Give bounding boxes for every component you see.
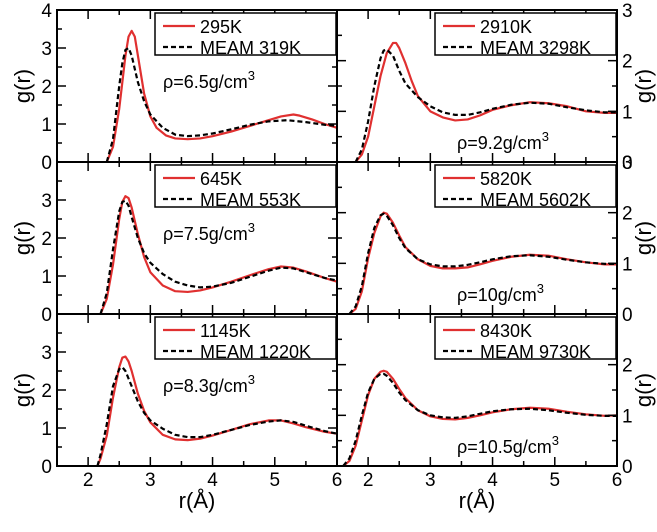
y-tick-label: 1	[622, 254, 633, 275]
y-tick-label: 0	[41, 153, 52, 174]
x-axis-label: r(Å)	[179, 488, 216, 513]
meam-curve	[96, 366, 337, 466]
density-annotation: ρ=10.5g/cm3	[457, 433, 559, 457]
x-tick-label: 3	[425, 470, 436, 491]
y-axis-label: g(r)	[10, 221, 35, 255]
y-tick-label: 3	[41, 191, 52, 212]
y-axis-label: g(r)	[631, 373, 656, 407]
y-tick-label: 0	[622, 305, 633, 326]
meam-curve	[354, 48, 617, 162]
legend-label: MEAM 553K	[200, 190, 301, 210]
y-tick-label: 1	[41, 115, 52, 136]
y-axis-label: g(r)	[10, 69, 35, 103]
y-tick-label: 1	[622, 406, 633, 427]
legend-box	[154, 12, 337, 56]
y-tick-label: 2	[41, 381, 52, 402]
legend-label: 1145K	[200, 321, 251, 341]
y-tick-label: 3	[41, 39, 52, 60]
y-axis-label: g(r)	[631, 221, 656, 255]
density-annotation: ρ=9.2g/cm3	[457, 129, 549, 153]
y-tick-label: 4	[41, 1, 52, 22]
x-tick-label: 4	[487, 470, 498, 491]
legend-box	[434, 12, 617, 56]
x-axis-label: r(Å)	[459, 488, 496, 513]
legend-label: MEAM 5602K	[480, 190, 591, 210]
y-tick-label: 1	[41, 267, 52, 288]
y-tick-label: 2	[41, 77, 52, 98]
legend-label: 645K	[200, 169, 242, 189]
meam-curve	[342, 372, 617, 466]
x-tick-label: 4	[207, 470, 218, 491]
y-tick-label: 2	[622, 204, 633, 225]
y-tick-label: 2	[41, 229, 52, 250]
y-tick-label: 0	[622, 457, 633, 478]
x-tick-label: 3	[145, 470, 156, 491]
y-tick-label: 0	[622, 153, 633, 174]
x-tick-label: 5	[269, 470, 280, 491]
density-annotation-exponent: 3	[248, 372, 255, 387]
legend-label: 5820K	[480, 169, 532, 189]
legend-box	[434, 316, 617, 360]
density-annotation: ρ=10g/cm3	[457, 281, 544, 305]
y-tick-label: 0	[41, 457, 52, 478]
meam-curve	[99, 199, 337, 314]
y-axis-label: g(r)	[10, 373, 35, 407]
density-annotation-exponent: 3	[537, 281, 544, 296]
y-tick-label: 1	[41, 419, 52, 440]
legend-box	[434, 164, 617, 208]
x-tick-label: 6	[612, 470, 623, 491]
density-annotation-exponent: 3	[248, 68, 255, 83]
density-annotation: ρ=7.5g/cm3	[163, 220, 255, 244]
legend-label: 2910K	[480, 17, 532, 37]
legend-label: 8430K	[480, 321, 532, 341]
density-annotation: ρ=6.5g/cm3	[163, 68, 255, 92]
y-tick-label: 1	[622, 102, 633, 123]
x-tick-label: 6	[332, 470, 343, 491]
legend-label: MEAM 319K	[200, 38, 301, 58]
legend-label: 295K	[200, 17, 242, 37]
x-tick-label: 2	[83, 470, 94, 491]
density-annotation-exponent: 3	[542, 129, 549, 144]
y-axis-label: g(r)	[631, 69, 656, 103]
legend-label: MEAM 1220K	[200, 342, 311, 362]
legend-label: MEAM 9730K	[480, 342, 591, 362]
expt-curve	[96, 355, 337, 466]
y-tick-label: 3	[41, 343, 52, 364]
density-annotation: ρ=8.3g/cm3	[163, 372, 255, 396]
x-tick-label: 2	[363, 470, 374, 491]
density-annotation-exponent: 3	[248, 220, 255, 235]
meam-curve	[348, 212, 617, 314]
density-annotation-exponent: 3	[552, 433, 559, 448]
expt-curve	[99, 195, 337, 314]
meam-curve	[105, 46, 337, 162]
y-tick-label: 2	[622, 356, 633, 377]
y-tick-label: 2	[622, 52, 633, 73]
y-tick-label: 0	[41, 305, 52, 326]
y-tick-label: 3	[622, 153, 633, 174]
expt-curve	[105, 29, 337, 162]
legend-label: MEAM 3298K	[480, 38, 591, 58]
x-tick-label: 5	[549, 470, 560, 491]
y-tick-label: 3	[622, 1, 633, 22]
